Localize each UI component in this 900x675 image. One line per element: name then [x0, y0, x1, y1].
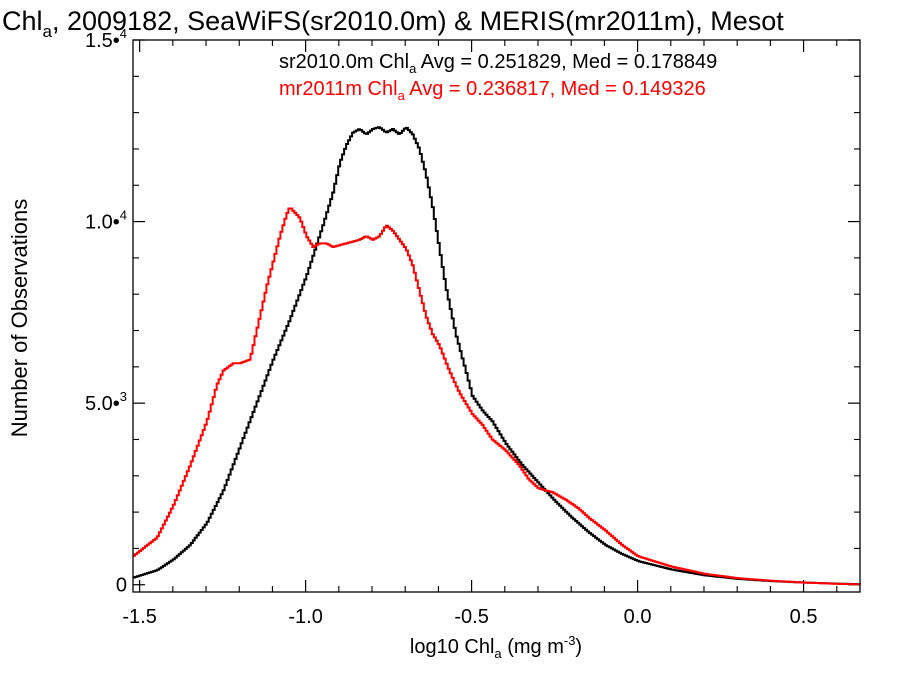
x-tick-label-1: -1.0 [288, 606, 322, 628]
y-tick-label-0: 0 [116, 575, 127, 597]
title-subscript: a [43, 22, 53, 41]
x-tick-label-2: -0.5 [454, 606, 488, 628]
y-axis-label: Number of Observations [7, 199, 32, 437]
axis-ticks: -1.5 -1.0 -0.5 0.0 0.5 0 5.0•3 1.0•4 1.5•4 [85, 26, 860, 628]
legend-entry-mr2011: mr2011m Chla Avg = 0.236817, Med = 0.149… [279, 78, 706, 103]
chart-title: Chla, 2009182, SeaWiFS(sr2010.0m) & MERI… [2, 6, 784, 41]
plot-frame [132, 39, 861, 593]
x-axis-label: log10 Chla (mg m-3) [410, 633, 582, 661]
y-tick-label-1: 5.0•3 [85, 389, 127, 415]
series-line-sr2010.0m [133, 126, 861, 586]
y-tick-label-3: 1.5•4 [85, 26, 127, 52]
series-line-mr2011m [133, 207, 861, 586]
x-tick-label-3: 0.0 [624, 606, 652, 628]
series-layer [133, 126, 861, 586]
y-tick-label-2: 1.0•4 [85, 208, 127, 234]
title-rest: , 2009182, SeaWiFS(sr2010.0m) & MERIS(mr… [52, 6, 784, 36]
title-prefix: Chl [2, 6, 43, 36]
x-tick-label-4: 0.5 [790, 606, 818, 628]
x-tick-label-0: -1.5 [122, 606, 156, 628]
legend-entry-sr2010: sr2010.0m Chla Avg = 0.251829, Med = 0.1… [279, 51, 717, 76]
